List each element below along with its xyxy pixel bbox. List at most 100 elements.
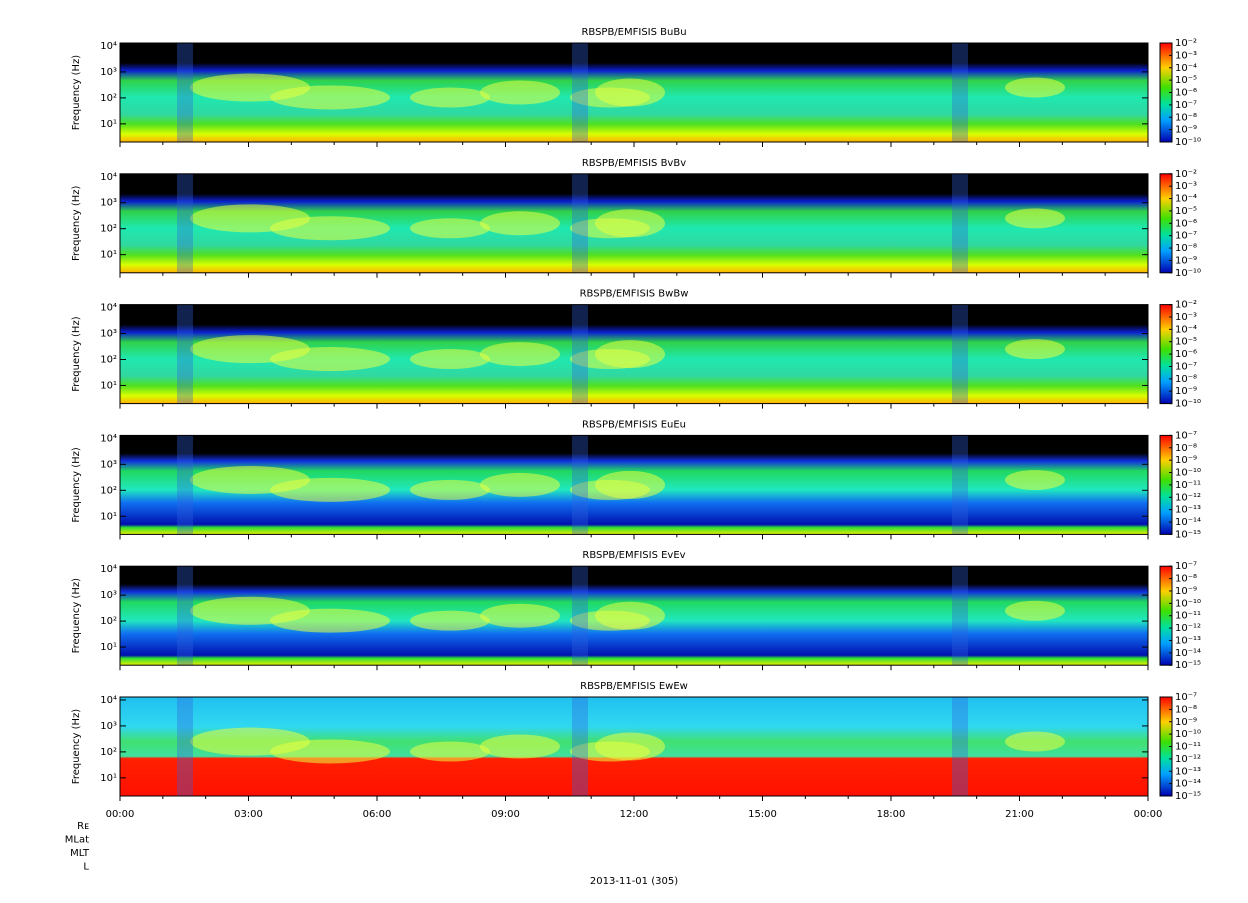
spectrogram-feature: [480, 734, 560, 759]
x-tick-label: 12:00: [620, 809, 649, 820]
spectrogram-feature: [1005, 600, 1065, 621]
spectrogram-feature: [177, 435, 193, 535]
colorbar-tick-label: 10⁻⁹: [1175, 717, 1197, 728]
spectrogram-feature: [952, 43, 968, 142]
colorbar-tick-label: 10⁻⁷: [1175, 100, 1197, 111]
y-tick-label: 10³: [100, 67, 117, 78]
ephemeris-label: L: [83, 862, 89, 873]
y-tick-label: 10²: [100, 616, 117, 627]
panel-title: RBSPB/EMFISIS BuBu: [581, 27, 686, 38]
ephemeris-label: MLat: [65, 835, 89, 846]
x-tick-label: 06:00: [363, 809, 392, 820]
spectrogram-feature: [270, 739, 390, 764]
y-tick-label: 10³: [100, 459, 117, 470]
spectrogram-feature: [952, 304, 968, 404]
y-axis-label: Frequency (Hz): [71, 578, 82, 654]
colorbar-tick-label: 10⁻¹⁵: [1175, 660, 1201, 671]
colorbar-tick-label: 10⁻⁵: [1175, 206, 1197, 217]
colorbar-label: amplitude (nT^2/Hz): [1222, 168, 1233, 273]
spectrogram-feature: [410, 87, 490, 108]
spectrogram-feature: [480, 80, 560, 105]
colorbar-tick-label: 10⁻³: [1175, 181, 1197, 192]
spectrogram-feature: [177, 697, 193, 796]
colorbar-tick-label: 10⁻⁸: [1175, 374, 1197, 385]
spectrogram-feature: [952, 435, 968, 535]
spectrogram-feature: [410, 218, 490, 239]
spectrogram-feature: [570, 218, 650, 239]
y-tick-label: 10²: [100, 485, 117, 496]
y-tick-label: 10²: [100, 354, 117, 365]
y-tick-label: 10⁴: [100, 433, 117, 444]
colorbar-tick-label: 10⁻¹⁰: [1175, 399, 1201, 410]
colorbar-tick-label: 10⁻⁹: [1175, 586, 1197, 597]
spectrogram-feature: [570, 610, 650, 631]
colorbar-tick-label: 10⁻⁴: [1175, 324, 1197, 335]
spectrogram-feature: [480, 472, 560, 497]
x-tick-label: 03:00: [234, 809, 263, 820]
y-tick-label: 10⁴: [100, 41, 117, 52]
colorbar-tick-label: 10⁻²: [1175, 169, 1197, 180]
spectrogram-feature: [410, 349, 490, 370]
colorbar-tick-label: 10⁻⁶: [1175, 349, 1197, 360]
colorbar-label: amplitude (V^2/m^2/Hz): [1222, 429, 1233, 556]
spectrogram-feature: [1005, 469, 1065, 490]
y-tick-label: 10¹: [100, 250, 117, 261]
spectrogram-feature: [480, 211, 560, 236]
panel-title: RBSPB/EMFISIS EwEw: [580, 681, 688, 692]
colorbar-tick-label: 10⁻¹²: [1175, 492, 1201, 503]
colorbar-tick-label: 10⁻¹¹: [1175, 742, 1201, 753]
colorbar-tick-label: 10⁻¹⁰: [1175, 598, 1201, 609]
x-tick-label: 18:00: [877, 809, 906, 820]
y-tick-label: 10²: [100, 224, 117, 235]
colorbar-tick-label: 10⁻¹⁵: [1175, 791, 1201, 802]
spectrogram-feature: [1005, 77, 1065, 98]
y-tick-label: 10⁴: [100, 695, 117, 706]
colorbar-tick-label: 10⁻⁵: [1175, 337, 1197, 348]
spectrogram-feature: [480, 342, 560, 367]
x-tick-label: 00:00: [106, 809, 135, 820]
colorbar-tick-label: 10⁻¹²: [1175, 623, 1201, 634]
spectrogram-feature: [572, 697, 588, 796]
spectrogram-feature: [572, 566, 588, 666]
colorbar-tick-label: 10⁻¹³: [1175, 505, 1201, 516]
y-tick-label: 10³: [100, 721, 117, 732]
colorbar-tick-label: 10⁻⁷: [1175, 361, 1197, 372]
colorbar-tick-label: 10⁻¹³: [1175, 766, 1201, 777]
spectrogram-feature: [177, 43, 193, 142]
y-axis-label: Frequency (Hz): [71, 447, 82, 523]
y-tick-label: 10²: [100, 93, 117, 104]
spectrogram-feature: [572, 43, 588, 142]
ephemeris-label: MLT: [70, 848, 90, 859]
y-tick-label: 10⁴: [100, 303, 117, 314]
spectrogram-feature: [480, 603, 560, 628]
colorbar-tick-label: 10⁻⁸: [1175, 443, 1197, 454]
spectrogram-feature: [270, 477, 390, 502]
colorbar-tick-label: 10⁻⁶: [1175, 218, 1197, 229]
spectrogram-feature: [270, 608, 390, 633]
colorbar-tick-label: 10⁻⁸: [1175, 574, 1197, 585]
spectrogram-feature: [570, 741, 650, 762]
spectrogram-feature: [1005, 731, 1065, 752]
colorbar-tick-label: 10⁻⁸: [1175, 704, 1197, 715]
spectrogram-feature: [1005, 208, 1065, 229]
colorbar-tick-label: 10⁻⁹: [1175, 125, 1197, 136]
colorbar-tick-label: 10⁻¹⁰: [1175, 137, 1201, 148]
spectrogram-feature: [952, 173, 968, 273]
spectrogram-feature: [177, 173, 193, 273]
x-tick-label: 00:00: [1134, 809, 1163, 820]
y-axis-label: Frequency (Hz): [71, 55, 82, 131]
x-tick-label: 21:00: [1005, 809, 1034, 820]
spectrogram-feature: [570, 349, 650, 370]
x-tick-label: 09:00: [491, 809, 520, 820]
spectrogram-feature: [177, 566, 193, 666]
colorbar-label: amplitude (nT^2/Hz): [1222, 299, 1233, 404]
colorbar-tick-label: 10⁻⁷: [1175, 561, 1197, 572]
y-tick-label: 10¹: [100, 380, 117, 391]
colorbar-tick-label: 10⁻²: [1175, 300, 1197, 311]
colorbar-tick-label: 10⁻¹¹: [1175, 611, 1201, 622]
colorbar-tick-label: 10⁻³: [1175, 312, 1197, 323]
colorbar-tick-label: 10⁻⁹: [1175, 255, 1197, 266]
y-tick-label: 10¹: [100, 511, 117, 522]
spectrogram-feature: [572, 435, 588, 535]
